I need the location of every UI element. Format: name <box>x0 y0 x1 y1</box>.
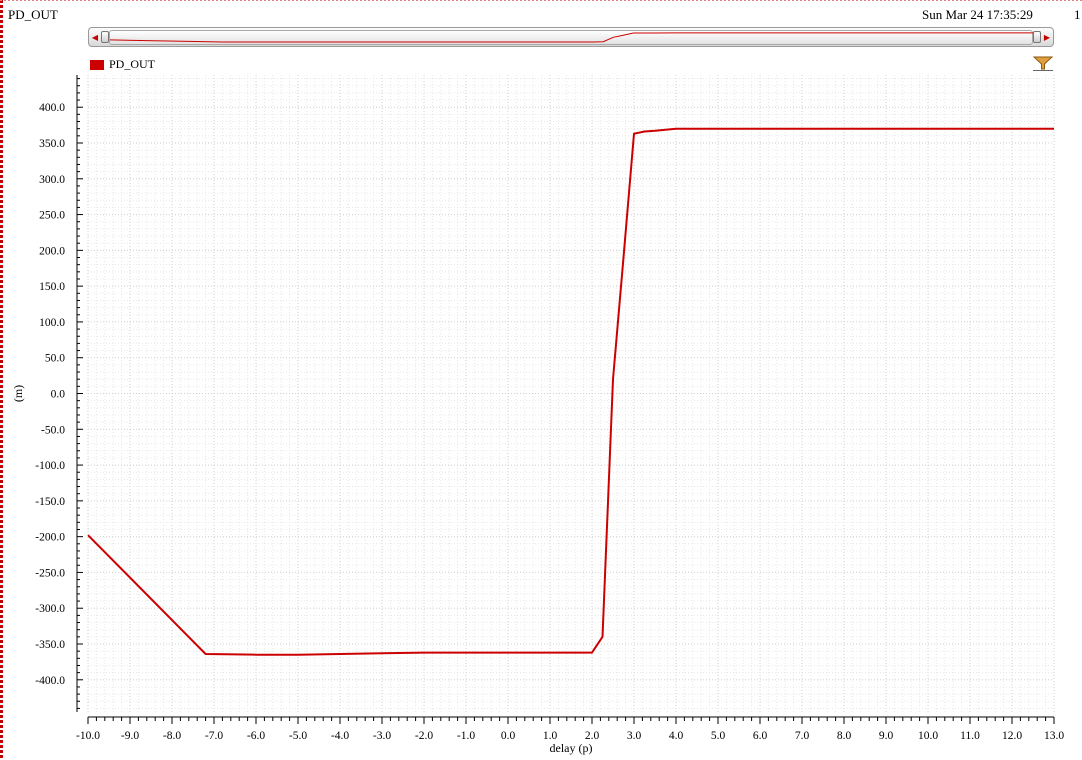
range-handle-right[interactable] <box>1033 31 1041 43</box>
chart-window-title: PD_OUT <box>8 7 58 22</box>
x-tick-label: 12.0 <box>1002 730 1022 742</box>
x-tick-label: -6.0 <box>247 730 265 742</box>
x-tick-label: -4.0 <box>331 730 349 742</box>
overview-trace <box>110 32 1036 43</box>
x-tick-label: 9.0 <box>879 730 894 742</box>
x-tick-label: 2.0 <box>585 730 600 742</box>
x-tick-label: -3.0 <box>373 730 391 742</box>
x-tick-label: 3.0 <box>627 730 642 742</box>
overview-track[interactable] <box>109 30 1036 45</box>
y-tick-label: -200.0 <box>35 532 65 544</box>
filter-funnel-icon[interactable] <box>1032 55 1054 71</box>
y-axis-label: (m) <box>11 385 25 402</box>
x-tick-label: 10.0 <box>918 730 938 742</box>
x-tick-label: -10.0 <box>76 730 100 742</box>
range-handle-left[interactable] <box>101 31 109 43</box>
y-tick-label: 100.0 <box>39 317 65 329</box>
y-tick-label: 400.0 <box>39 102 65 114</box>
x-tick-label: 0.0 <box>501 730 516 742</box>
series-line-pd-out <box>87 127 1054 656</box>
x-tick-label: -7.0 <box>205 730 223 742</box>
y-tick-label: 300.0 <box>39 174 65 186</box>
x-tick-label: 7.0 <box>795 730 810 742</box>
plot-grid <box>87 75 1055 712</box>
y-tick-label: 50.0 <box>45 353 65 365</box>
x-tick-label: 1.0 <box>543 730 558 742</box>
x-tick-label: -1.0 <box>457 730 475 742</box>
y-tick-label: -150.0 <box>35 496 65 508</box>
overview-scrollbar[interactable]: ◀ ▶ <box>88 27 1054 47</box>
legend-label[interactable]: PD_OUT <box>109 57 156 71</box>
chart-axes: 400.0 350.0 300.0 250.0 200.0 150.0 100.0 50.0 0… <box>35 75 1064 742</box>
legend-swatch[interactable] <box>90 60 104 70</box>
timestamp: Sun Mar 24 17:35:29 <box>922 7 1033 22</box>
y-tick-label: -250.0 <box>35 567 65 579</box>
x-tick-label: 13.0 <box>1044 730 1064 742</box>
series-layer <box>87 127 1054 656</box>
page-number: 1 <box>1074 7 1081 22</box>
x-tick-label: -2.0 <box>415 730 433 742</box>
x-tick-label: 4.0 <box>669 730 684 742</box>
y-tick-label: 150.0 <box>39 281 65 293</box>
y-tick-label: -400.0 <box>35 675 65 687</box>
y-tick-label: 350.0 <box>39 138 65 150</box>
x-tick-label: 8.0 <box>837 730 852 742</box>
x-axis-label: delay (p) <box>550 741 593 755</box>
page-border-left <box>0 0 3 760</box>
x-tick-label: 11.0 <box>960 730 980 742</box>
y-tick-label: -100.0 <box>35 460 65 472</box>
x-tick-label: 6.0 <box>753 730 768 742</box>
y-tick-label: 200.0 <box>39 245 65 257</box>
y-tick-label: -300.0 <box>35 603 65 615</box>
x-tick-label: -5.0 <box>289 730 307 742</box>
y-tick-label: 0.0 <box>51 389 66 401</box>
y-tick-label: -50.0 <box>41 424 65 436</box>
page-border-top <box>0 0 1082 1</box>
arrow-right-icon[interactable]: ▶ <box>1043 32 1051 42</box>
y-tick-label: 250.0 <box>39 210 65 222</box>
arrow-left-icon[interactable]: ◀ <box>91 32 99 42</box>
y-tick-label: -350.0 <box>35 639 65 651</box>
x-tick-label: -9.0 <box>121 730 139 742</box>
x-tick-label: 5.0 <box>711 730 726 742</box>
x-tick-label: -8.0 <box>163 730 181 742</box>
